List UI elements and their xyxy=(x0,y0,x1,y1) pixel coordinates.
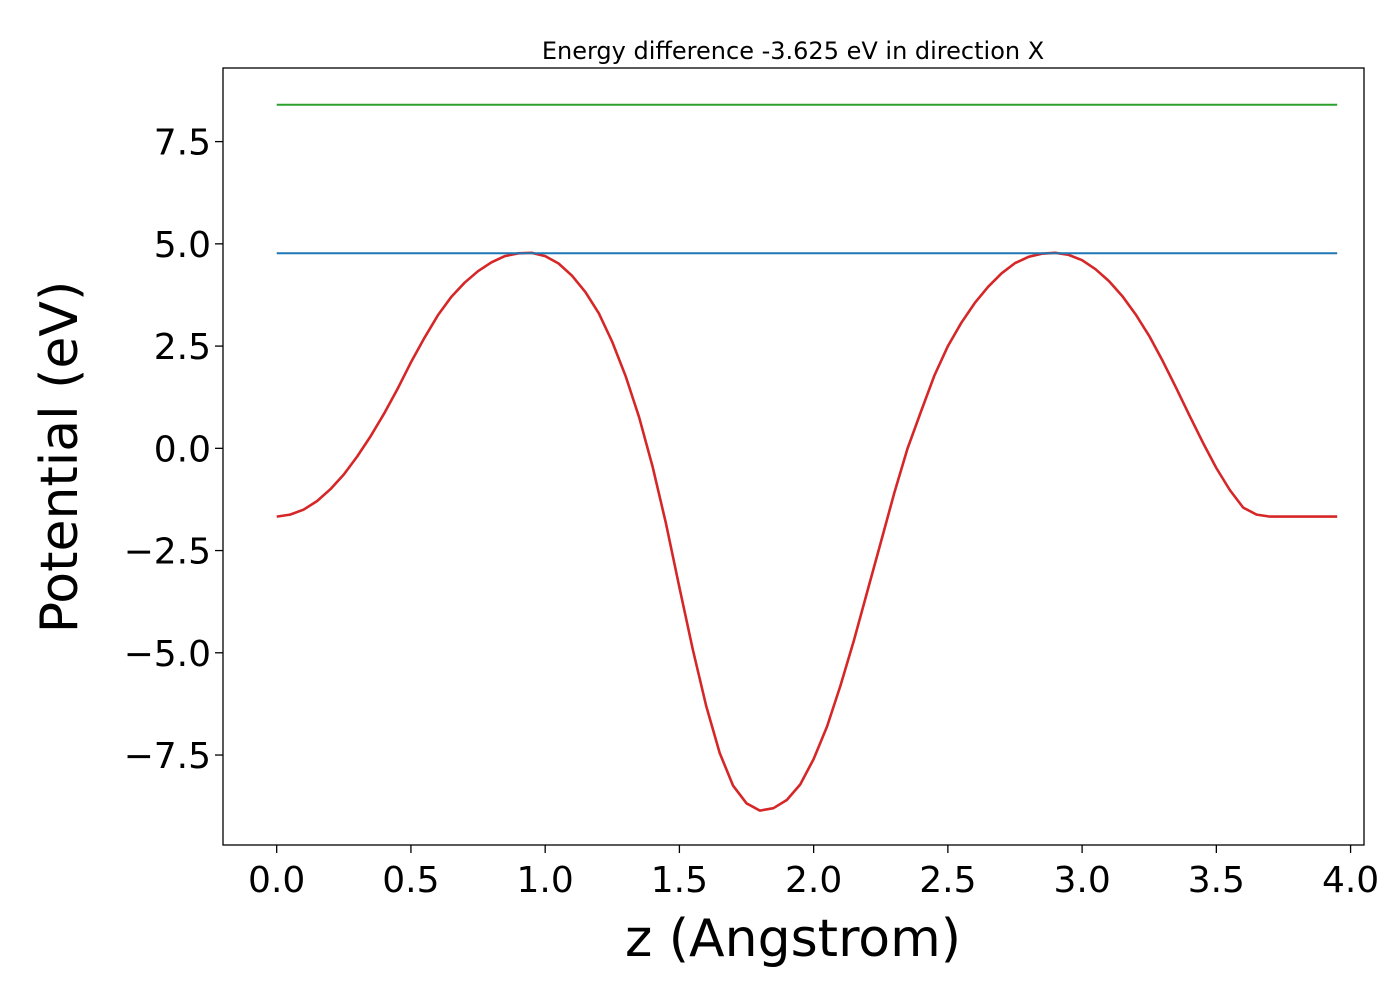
series-layer xyxy=(276,103,1338,812)
y-axis: −7.5 −5.0 −2.5 0.0 2.5 5.0 7.5 xyxy=(124,123,223,777)
x-tick-label: 2.5 xyxy=(919,860,976,901)
y-tick-label: −2.5 xyxy=(124,532,211,573)
x-tick-label: 2.0 xyxy=(785,860,842,901)
x-tick-label: 3.5 xyxy=(1188,860,1245,901)
plot-area-frame xyxy=(222,67,1365,846)
y-tick-label: 5.0 xyxy=(154,225,211,266)
x-tick-label: 1.5 xyxy=(651,860,708,901)
x-axis-label: z (Angstrom) xyxy=(625,909,961,969)
x-tick-label: 0.0 xyxy=(248,860,305,901)
y-tick-label: 0.0 xyxy=(154,429,211,470)
x-tick-label: 0.5 xyxy=(382,860,439,901)
chart-title: Energy difference -3.625 eV in direction… xyxy=(542,37,1044,65)
x-axis: 0.0 0.5 1.0 1.5 2.0 2.5 3.0 3.5 4.0 xyxy=(248,845,1379,901)
y-tick-label: −7.5 xyxy=(124,736,211,777)
x-tick-label: 3.0 xyxy=(1053,860,1110,901)
potential-curve xyxy=(276,251,1338,812)
y-tick-label: 7.5 xyxy=(154,123,211,164)
y-tick-label: −5.0 xyxy=(124,634,211,675)
x-tick-label: 4.0 xyxy=(1322,860,1379,901)
y-tick-label: 2.5 xyxy=(154,327,211,368)
x-tick-label: 1.0 xyxy=(517,860,574,901)
y-axis-label: Potential (eV) xyxy=(30,281,90,633)
